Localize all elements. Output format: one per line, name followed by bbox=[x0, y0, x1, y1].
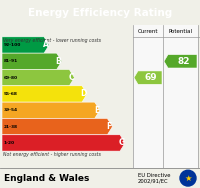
Polygon shape bbox=[2, 53, 62, 70]
Text: 39-54: 39-54 bbox=[4, 108, 18, 112]
Polygon shape bbox=[2, 37, 49, 53]
Polygon shape bbox=[2, 70, 74, 86]
Text: Potential: Potential bbox=[168, 29, 192, 34]
Polygon shape bbox=[2, 102, 100, 118]
Text: D: D bbox=[80, 89, 87, 99]
Text: 21-38: 21-38 bbox=[4, 125, 18, 129]
Text: 69-80: 69-80 bbox=[4, 76, 18, 80]
Text: G: G bbox=[118, 138, 125, 147]
Text: B: B bbox=[56, 57, 61, 66]
Text: F: F bbox=[107, 122, 112, 131]
Text: Very energy efficient - lower running costs: Very energy efficient - lower running co… bbox=[3, 38, 101, 43]
Polygon shape bbox=[2, 86, 87, 102]
Text: Not energy efficient - higher running costs: Not energy efficient - higher running co… bbox=[3, 152, 101, 157]
Text: A: A bbox=[43, 40, 49, 49]
Text: 55-68: 55-68 bbox=[4, 92, 18, 96]
Text: Current: Current bbox=[138, 29, 158, 34]
Polygon shape bbox=[2, 135, 125, 151]
Polygon shape bbox=[2, 118, 112, 135]
Text: E: E bbox=[94, 106, 99, 115]
Circle shape bbox=[180, 170, 196, 186]
Text: 82: 82 bbox=[177, 57, 190, 66]
Text: 1-20: 1-20 bbox=[4, 141, 15, 145]
Bar bbox=[133, 25, 198, 168]
Text: EU Directive
2002/91/EC: EU Directive 2002/91/EC bbox=[138, 173, 170, 184]
Polygon shape bbox=[164, 55, 197, 68]
Text: 69: 69 bbox=[145, 73, 157, 82]
Text: 81-91: 81-91 bbox=[4, 59, 18, 63]
Polygon shape bbox=[134, 71, 162, 84]
Text: ★: ★ bbox=[184, 174, 192, 183]
Text: England & Wales: England & Wales bbox=[4, 174, 89, 183]
Text: Energy Efficiency Rating: Energy Efficiency Rating bbox=[28, 8, 172, 18]
Text: C: C bbox=[68, 73, 74, 82]
Text: 92-100: 92-100 bbox=[4, 43, 21, 47]
